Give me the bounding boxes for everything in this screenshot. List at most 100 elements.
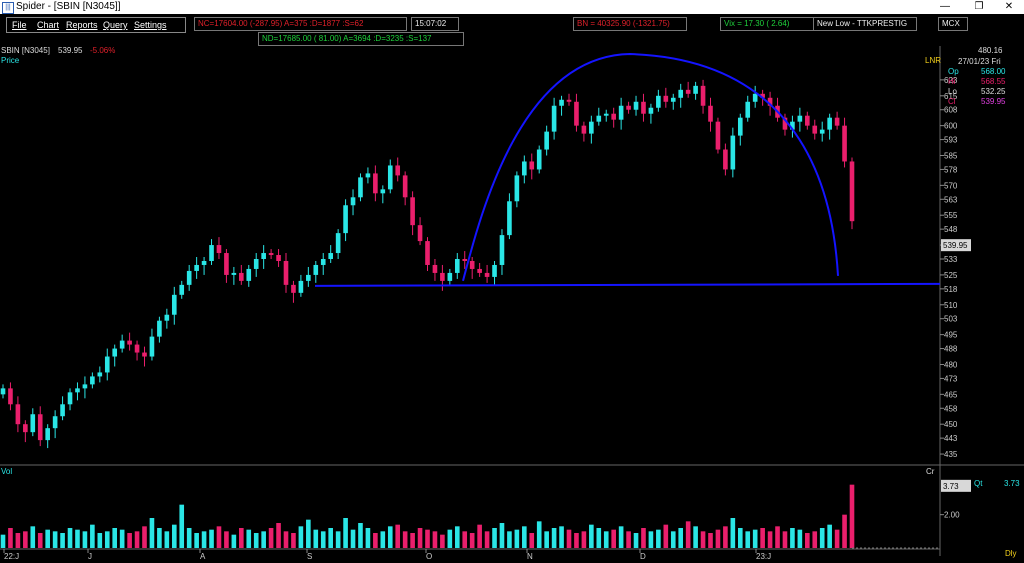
chart-area[interactable]: 6236156086005935855785705635555485405335… (0, 46, 1024, 561)
candle-body (216, 245, 222, 254)
volume-bar (812, 531, 818, 548)
candle-body (693, 85, 698, 94)
candle-body (745, 101, 751, 118)
candle-body (641, 101, 646, 114)
volume-bar (8, 528, 13, 548)
volume-bar (544, 531, 549, 548)
volume-bar (775, 526, 780, 548)
vol-label: Vol (1, 467, 13, 476)
y-tick-label: 443 (944, 434, 958, 443)
x-tick-label: S (307, 552, 312, 561)
volume-bar (633, 533, 639, 548)
maximize-icon[interactable]: ❐ (974, 1, 984, 12)
volume-bar (90, 524, 95, 548)
candle-body (157, 320, 162, 337)
volume-bar (708, 533, 713, 548)
y-tick-label: 600 (944, 122, 958, 131)
volume-bar (194, 533, 199, 548)
candle-body (298, 280, 304, 293)
candle-body (440, 272, 445, 281)
x-tick-label: O (426, 552, 432, 561)
x-tick-label: N (527, 552, 533, 561)
volume-bar (678, 528, 684, 548)
volume-bar (700, 531, 706, 548)
volume-bar (499, 523, 505, 548)
volume-bar (566, 529, 572, 548)
candle-body (544, 131, 549, 150)
candle-body (827, 117, 832, 130)
candle-body (618, 105, 624, 120)
minimize-icon[interactable]: — (940, 1, 950, 12)
candle-body (291, 284, 296, 293)
menu-reports[interactable]: Reports (66, 20, 98, 30)
menu-settings[interactable]: Settings (134, 20, 167, 30)
y-tick-label: 533 (944, 255, 958, 264)
candle-body (670, 97, 676, 102)
volume-bar (67, 528, 73, 548)
close-icon[interactable]: ✕ (1004, 1, 1014, 12)
volume-bar (171, 524, 177, 548)
candle-body (104, 356, 110, 373)
volume-bar (246, 529, 252, 548)
volume-bar (447, 529, 453, 548)
vix-ticker: Vix = 17.30 ( 2.64) (720, 17, 814, 31)
volume-bar (454, 526, 460, 548)
price-chart[interactable]: 6236156086005935855785705635555485405335… (0, 46, 1024, 561)
y-tick-label: 548 (944, 225, 958, 234)
volume-bar (261, 531, 266, 548)
volume-bar (551, 528, 557, 548)
volume-bar (373, 533, 378, 548)
y-tick-label: 623 (944, 76, 958, 85)
volume-bar (507, 531, 512, 548)
candle-body (410, 197, 415, 226)
volume-bar (164, 531, 170, 548)
candle-body (90, 376, 95, 385)
last-price-box-label: 539.95 (943, 241, 968, 250)
volume-bar (522, 526, 527, 548)
candle-body (82, 384, 88, 389)
candle-body (45, 428, 50, 441)
candle-body (276, 255, 281, 261)
menu-file[interactable]: File (12, 20, 27, 30)
volume-bar (209, 529, 214, 548)
candle-body (633, 101, 639, 110)
vol-last-box-label: 3.73 (943, 482, 959, 491)
candle-body (685, 89, 691, 94)
last-price: 539.95 (58, 46, 83, 55)
candle-body (611, 113, 616, 120)
volume-bar (462, 531, 468, 548)
volume-bar (119, 529, 125, 548)
symbol-label: SBIN [N3045] (1, 46, 50, 55)
candle-body (15, 404, 21, 425)
new-low-ticker: New Low - TTKPRESTIG (813, 17, 917, 31)
support-trendline (314, 282, 941, 287)
candle-body (75, 388, 80, 393)
volume-bar (37, 533, 43, 548)
volume-bar (819, 528, 825, 548)
y-tick-label: 518 (944, 285, 958, 294)
candle-body (402, 175, 408, 198)
candle-body (529, 161, 535, 170)
candle-body (819, 129, 825, 134)
candle-body (112, 348, 118, 357)
exchange-button[interactable]: MCX (938, 17, 968, 31)
candle-body (782, 117, 788, 130)
close-value: 539.95 (981, 97, 1006, 106)
volume-bar (849, 484, 855, 548)
candle-body (209, 245, 214, 261)
menu-chart[interactable]: Chart (37, 20, 60, 30)
candle-body (730, 135, 736, 170)
candle-body (797, 115, 803, 122)
volume-bar (97, 533, 103, 548)
volume-bar (0, 534, 6, 548)
menu-query[interactable]: Query (103, 20, 128, 30)
panel-label: Price (1, 56, 20, 65)
candle-body (663, 95, 669, 102)
volume-bar (529, 533, 535, 548)
candle-body (603, 113, 609, 116)
candle-body (454, 259, 460, 273)
y-tick-label: 593 (944, 136, 958, 145)
candle-body (231, 272, 237, 275)
candle-body (380, 189, 386, 194)
app-icon: ||| (2, 2, 14, 14)
